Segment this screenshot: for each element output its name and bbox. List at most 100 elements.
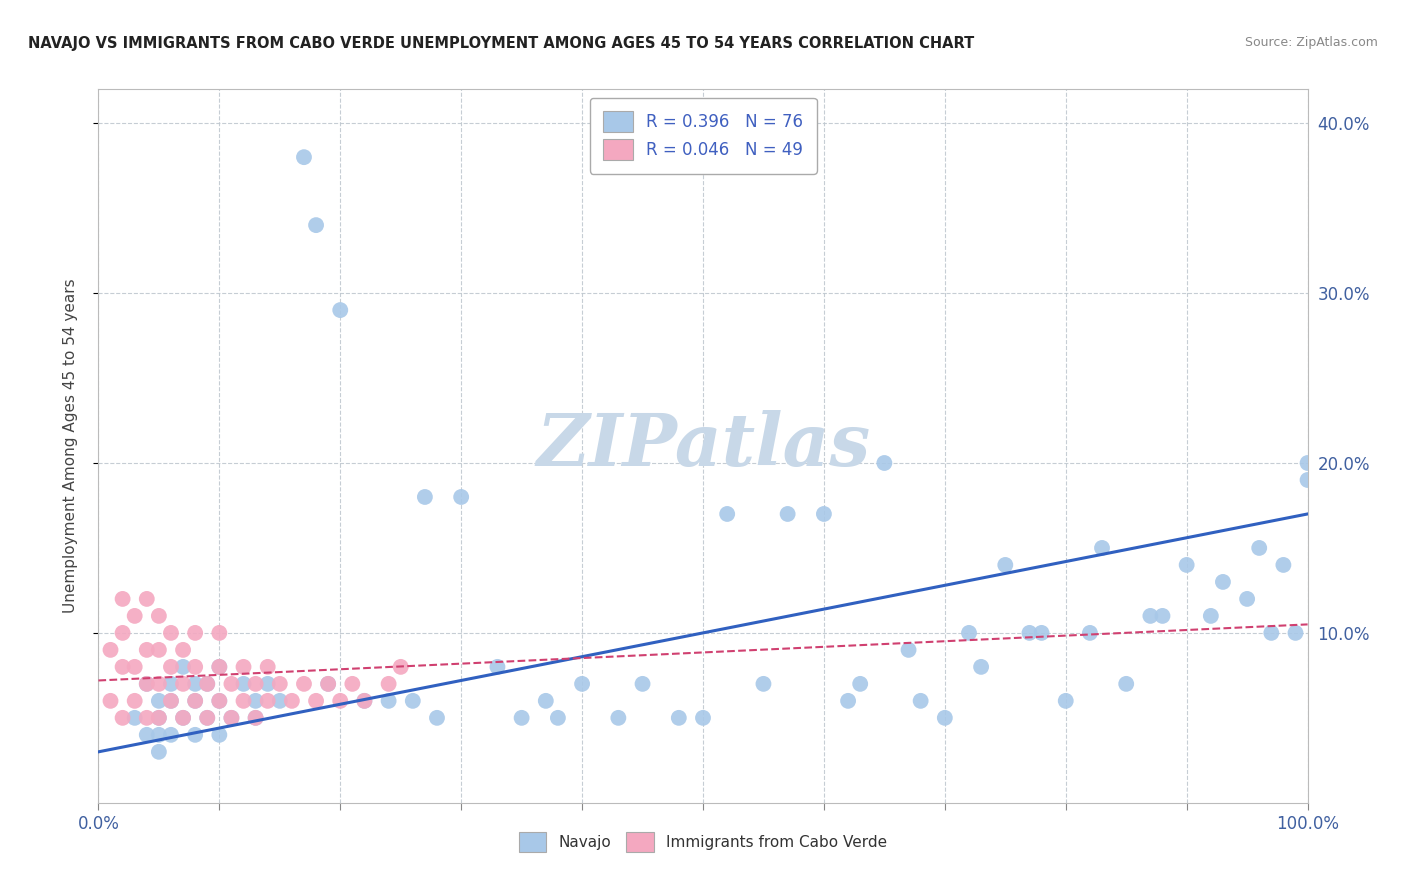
Point — [353, 694, 375, 708]
Point — [135, 711, 157, 725]
Point — [776, 507, 799, 521]
Point — [208, 660, 231, 674]
Point — [148, 608, 170, 623]
Point — [184, 694, 207, 708]
Point — [208, 694, 231, 708]
Point — [1296, 456, 1319, 470]
Point — [148, 711, 170, 725]
Point — [692, 711, 714, 725]
Point — [245, 677, 267, 691]
Point — [195, 711, 218, 725]
Point — [124, 608, 146, 623]
Point — [534, 694, 557, 708]
Point — [813, 507, 835, 521]
Point — [402, 694, 425, 708]
Point — [1031, 626, 1053, 640]
Point — [994, 558, 1017, 572]
Point — [245, 694, 267, 708]
Point — [1212, 574, 1234, 589]
Point — [160, 694, 183, 708]
Text: NAVAJO VS IMMIGRANTS FROM CABO VERDE UNEMPLOYMENT AMONG AGES 45 TO 54 YEARS CORR: NAVAJO VS IMMIGRANTS FROM CABO VERDE UNE… — [28, 36, 974, 51]
Point — [111, 591, 134, 606]
Point — [292, 150, 315, 164]
Point — [124, 694, 146, 708]
Y-axis label: Unemployment Among Ages 45 to 54 years: Unemployment Among Ages 45 to 54 years — [63, 278, 77, 614]
Point — [208, 626, 231, 640]
Point — [716, 507, 738, 521]
Point — [269, 677, 291, 691]
Point — [1296, 473, 1319, 487]
Point — [148, 711, 170, 725]
Point — [232, 694, 254, 708]
Point — [1018, 626, 1040, 640]
Point — [957, 626, 980, 640]
Point — [124, 660, 146, 674]
Point — [281, 694, 304, 708]
Point — [1236, 591, 1258, 606]
Point — [221, 711, 243, 725]
Point — [607, 711, 630, 725]
Point — [292, 677, 315, 691]
Point — [160, 728, 183, 742]
Point — [100, 643, 122, 657]
Point — [135, 591, 157, 606]
Point — [124, 711, 146, 725]
Text: Source: ZipAtlas.com: Source: ZipAtlas.com — [1244, 36, 1378, 49]
Point — [329, 694, 352, 708]
Point — [148, 677, 170, 691]
Point — [135, 643, 157, 657]
Point — [305, 694, 328, 708]
Point — [232, 677, 254, 691]
Point — [184, 728, 207, 742]
Point — [1175, 558, 1198, 572]
Point — [232, 660, 254, 674]
Point — [426, 711, 449, 725]
Point — [160, 694, 183, 708]
Point — [172, 643, 194, 657]
Point — [269, 694, 291, 708]
Point — [377, 694, 399, 708]
Point — [510, 711, 533, 725]
Point — [970, 660, 993, 674]
Point — [389, 660, 412, 674]
Point — [413, 490, 436, 504]
Point — [547, 711, 569, 725]
Point — [111, 660, 134, 674]
Point — [837, 694, 859, 708]
Text: ZIPatlas: ZIPatlas — [536, 410, 870, 482]
Point — [184, 677, 207, 691]
Point — [160, 660, 183, 674]
Point — [1139, 608, 1161, 623]
Point — [910, 694, 932, 708]
Point — [329, 303, 352, 318]
Point — [172, 711, 194, 725]
Point — [184, 694, 207, 708]
Point — [160, 677, 183, 691]
Point — [668, 711, 690, 725]
Point — [377, 677, 399, 691]
Point — [195, 711, 218, 725]
Point — [571, 677, 593, 691]
Point — [195, 677, 218, 691]
Point — [1199, 608, 1222, 623]
Point — [305, 218, 328, 232]
Point — [934, 711, 956, 725]
Point — [135, 677, 157, 691]
Point — [148, 643, 170, 657]
Point — [316, 677, 339, 691]
Legend: Navajo, Immigrants from Cabo Verde: Navajo, Immigrants from Cabo Verde — [510, 824, 896, 859]
Point — [195, 677, 218, 691]
Point — [450, 490, 472, 504]
Point — [752, 677, 775, 691]
Point — [172, 660, 194, 674]
Point — [1091, 541, 1114, 555]
Point — [100, 694, 122, 708]
Point — [245, 711, 267, 725]
Point — [342, 677, 364, 691]
Point — [208, 728, 231, 742]
Point — [245, 711, 267, 725]
Point — [135, 677, 157, 691]
Point — [148, 728, 170, 742]
Point — [111, 711, 134, 725]
Point — [160, 626, 183, 640]
